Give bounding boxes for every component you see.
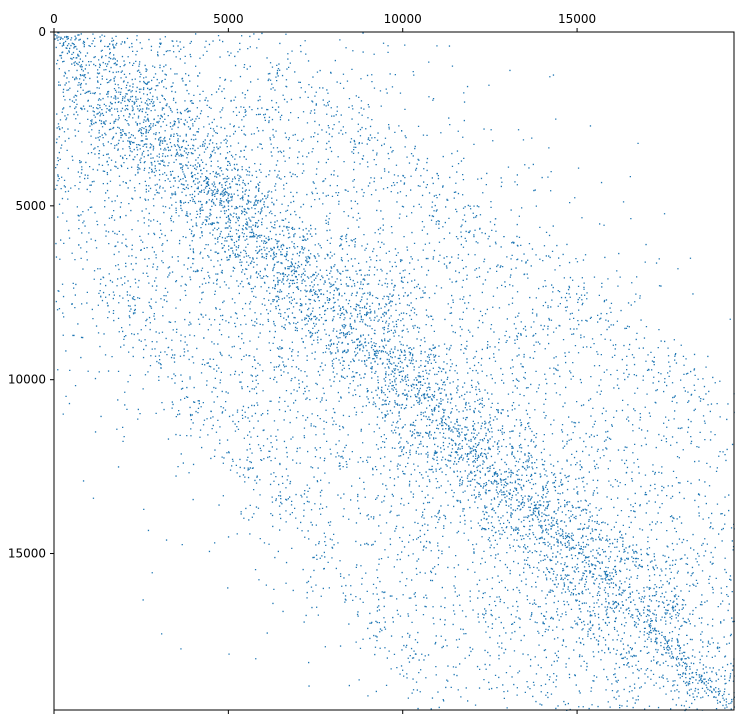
x-tick-label: 0: [50, 12, 58, 26]
plot-frame: [53, 31, 735, 711]
nonzero-marker-cloud: [54, 32, 735, 712]
y-tick-label: 0: [38, 25, 46, 39]
y-tick-label: 10000: [8, 373, 46, 387]
x-tick-label: 5000: [213, 12, 244, 26]
y-tick-label: 15000: [8, 547, 46, 561]
matrix-nonzero-points: [54, 32, 735, 712]
axis-ticks: 0 5000 10000 15000 0 5000 10000 15000: [8, 12, 596, 714]
x-tick-label: 10000: [384, 12, 422, 26]
y-tick-label: 5000: [15, 199, 46, 213]
x-tick-label: 15000: [558, 12, 596, 26]
